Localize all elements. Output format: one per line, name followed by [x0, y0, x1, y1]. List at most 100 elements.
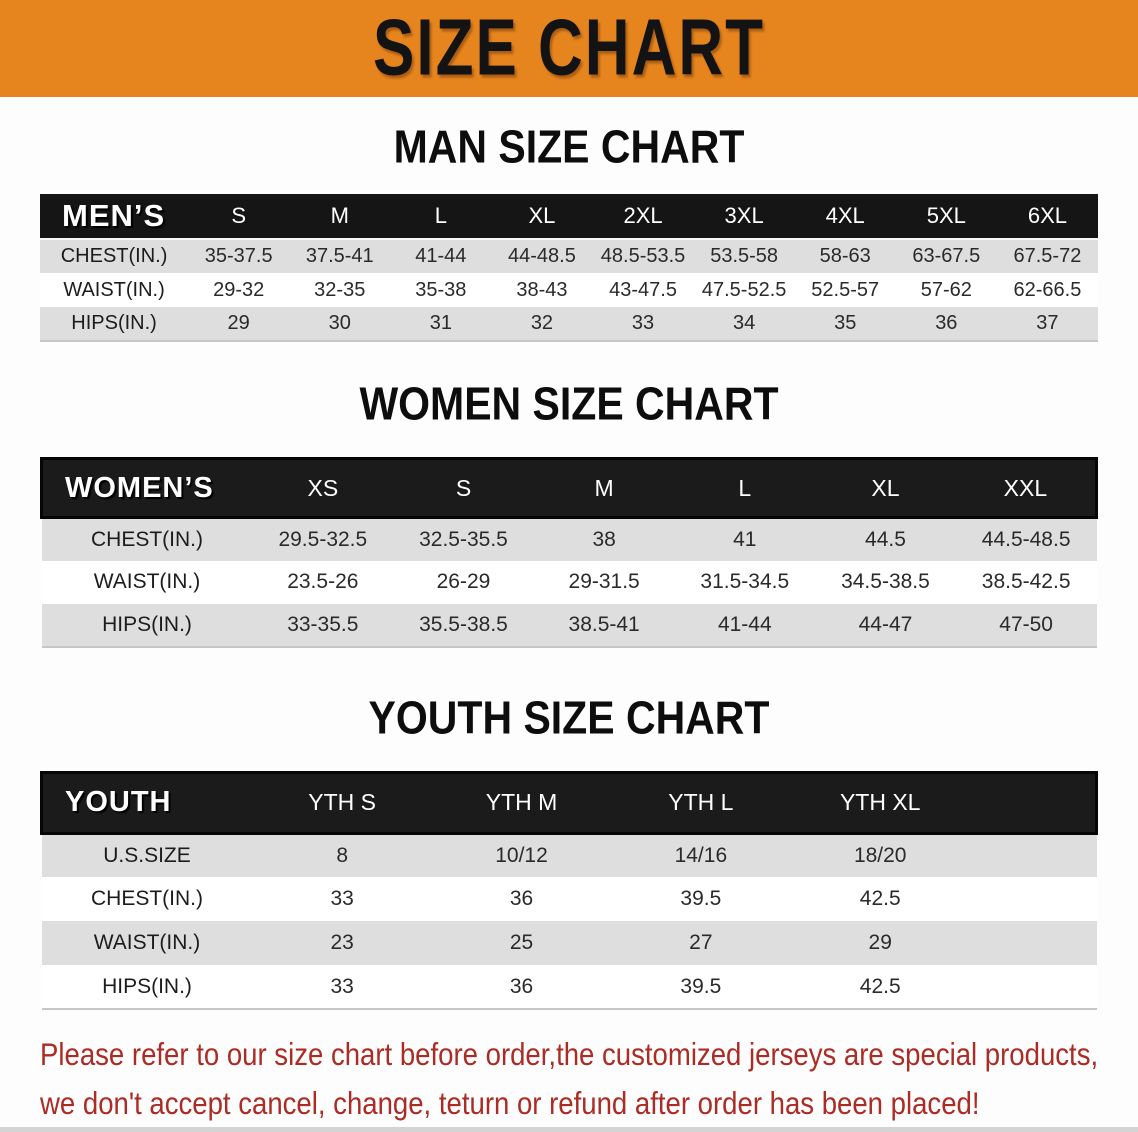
size-cell: 57-62	[920, 278, 972, 301]
row-label: U.S.SIZE	[41, 832, 253, 877]
men-section-title: MAN SIZE CHART	[393, 121, 745, 173]
size-cell: 44-48.5	[491, 238, 593, 273]
row-label: WAIST(IN.)	[93, 570, 201, 593]
size-column-header: XXL	[955, 458, 1097, 518]
size-column-header: 4XL	[794, 194, 896, 239]
size-cell: 38.5-42.5	[981, 570, 1071, 593]
table-row: HIPS(IN.) 33-35.5 35.5-38.5 38.5-41 41-44 44-…	[41, 603, 1097, 648]
size-cell: 37	[996, 307, 1098, 342]
size-cell: 29-32	[213, 278, 265, 301]
row-label: HIPS(IN.)	[40, 307, 189, 342]
disclaimer: Please refer to our size chart before or…	[40, 1035, 1138, 1123]
size-cell: 62-66.5	[1013, 278, 1082, 301]
table-row: CHEST(IN.) 35-37.5 37.5-41 41-44 44-48.5 48.5…	[40, 238, 1098, 273]
women-section-title: WOMEN SIZE CHART	[359, 378, 779, 430]
size-column-header: 2XL	[592, 194, 694, 239]
row-label: WAIST(IN.)	[93, 931, 201, 954]
size-cell: 44.5	[815, 516, 956, 561]
table-row: HIPS(IN.) 33 36 39.5 42.5	[41, 965, 1097, 1010]
size-column-header: L	[390, 194, 492, 239]
size-cell: 47-50	[955, 603, 1097, 648]
table-corner-label: MEN’S	[40, 194, 189, 239]
size-cell: 32-35	[314, 278, 366, 301]
table-header-row: YOUTH YTH S YTH M YTH L YTH XL	[41, 772, 1097, 833]
row-label: CHEST(IN.)	[41, 516, 253, 561]
size-cell: 39.5	[680, 887, 722, 910]
size-column-header: 6XL	[996, 194, 1098, 239]
size-cell: 67.5-72	[996, 238, 1098, 273]
size-cell: 25	[509, 931, 534, 954]
size-cell: 42.5	[859, 887, 901, 910]
size-cell: 33	[252, 965, 432, 1010]
size-cell: 26-29	[436, 570, 491, 593]
spacer-cell	[969, 965, 1097, 1010]
table-row: WAIST(IN.) 29-32 32-35 35-38 38-43 43-47.5 47.…	[40, 273, 1098, 307]
size-cell: 33	[592, 307, 694, 342]
table-header-row: MEN’S S M L XL 2XL 3XL 4XL 5XL 6XL	[40, 194, 1098, 239]
youth-section-title: YOUTH SIZE CHART	[368, 691, 770, 744]
size-cell: 31	[390, 307, 492, 342]
size-cell: 39.5	[611, 965, 791, 1010]
row-label: CHEST(IN.)	[40, 238, 189, 273]
size-cell: 38	[533, 516, 675, 561]
size-column-header: M	[533, 458, 675, 518]
size-cell: 32	[491, 307, 593, 342]
size-column-header: L	[674, 458, 816, 518]
table-row: HIPS(IN.) 29 30 31 32 33 34 35 36 37	[40, 307, 1098, 342]
spacer-cell	[970, 877, 1097, 921]
size-cell: 8	[252, 832, 432, 877]
size-column-header: 5XL	[895, 194, 997, 239]
table-row: CHEST(IN.) 29.5-32.5 32.5-35.5 38 41 44.5 44.5…	[41, 516, 1097, 561]
size-cell: 23	[330, 931, 354, 954]
table-header-row: WOMEN’S XS S M L XL XXL	[41, 458, 1097, 518]
spacer-cell	[969, 832, 1097, 877]
size-cell: 35	[794, 307, 896, 342]
disclaimer-line-2: we don't accept cancel, change, teturn o…	[40, 1087, 980, 1122]
size-cell: 29	[188, 307, 290, 342]
size-cell: 43-47.5	[609, 278, 677, 301]
size-cell: 29	[868, 931, 892, 954]
size-cell: 63-67.5	[895, 238, 997, 273]
size-column-header: XL	[815, 458, 956, 518]
size-column-header: YTH XL	[790, 772, 970, 833]
row-label: WAIST(IN.)	[63, 278, 165, 301]
size-cell: 10/12	[431, 832, 612, 877]
size-cell: 33	[330, 887, 354, 910]
size-cell: 34.5-38.5	[841, 570, 930, 593]
size-cell: 38-43	[516, 278, 568, 301]
size-cell: 18/20	[790, 832, 970, 877]
size-cell: 34	[693, 307, 795, 342]
size-column-header: 3XL	[693, 194, 795, 239]
banner: SIZE CHART	[0, 0, 1138, 97]
disclaimer-line-1: Please refer to our size chart before or…	[40, 1038, 1099, 1073]
size-cell: 32.5-35.5	[393, 516, 534, 561]
size-cell: 31.5-34.5	[700, 570, 790, 593]
size-column-header: YTH L	[611, 772, 791, 833]
size-cell: 35-37.5	[188, 238, 290, 273]
size-cell: 30	[289, 307, 391, 342]
size-cell: 36	[895, 307, 997, 342]
row-label: HIPS(IN.)	[41, 965, 253, 1010]
size-cell: 14/16	[611, 832, 791, 877]
bottom-divider	[0, 1127, 1138, 1132]
size-cell: 38.5-41	[533, 603, 675, 648]
size-column-header: M	[289, 194, 391, 239]
size-column-header: S	[188, 194, 290, 239]
size-cell: 37.5-41	[289, 238, 391, 273]
size-cell: 29-31.5	[568, 570, 640, 593]
table-row: WAIST(IN.) 23.5-26 26-29 29-31.5 31.5-34.5 34…	[41, 560, 1097, 604]
men-size-table: MEN’S S M L XL 2XL 3XL 4XL 5XL 6XL CHEST(IN.) 35-37…	[40, 194, 1098, 342]
size-cell: 29.5-32.5	[252, 516, 394, 561]
women-size-table: WOMEN’S XS S M L XL XXL CHEST(IN.) 29.5-32.5 32.5…	[40, 457, 1098, 648]
size-cell: 33-35.5	[252, 603, 394, 648]
size-column-header: XS	[252, 458, 394, 518]
table-row: WAIST(IN.) 23 25 27 29	[41, 921, 1097, 965]
youth-size-table: YOUTH YTH S YTH M YTH L YTH XL U.S.SIZE 8 10/12…	[40, 771, 1098, 1010]
size-column-header: YTH M	[431, 772, 612, 833]
banner-title: SIZE CHART	[373, 4, 765, 93]
size-cell: 48.5-53.5	[592, 238, 694, 273]
size-column-header: XL	[491, 194, 593, 239]
size-cell: 44-47	[815, 603, 956, 648]
row-label: HIPS(IN.)	[41, 603, 253, 648]
